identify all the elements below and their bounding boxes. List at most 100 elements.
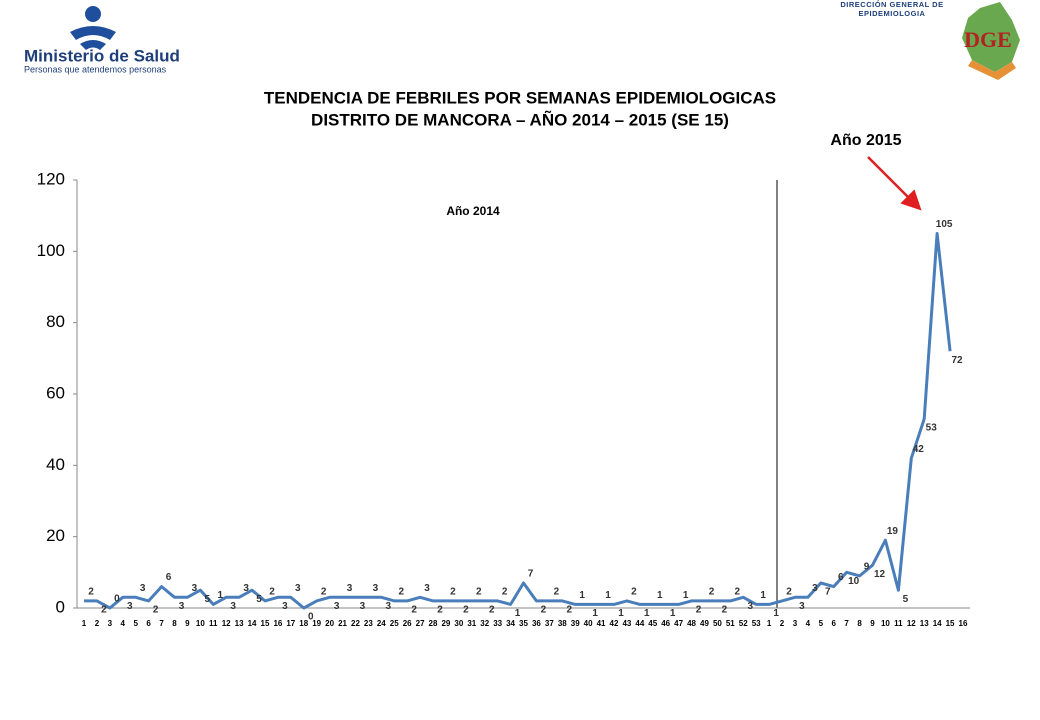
data-label: 2: [786, 587, 792, 598]
x-tick-label: 32: [480, 619, 489, 628]
data-label: 7: [528, 569, 534, 580]
x-tick-label: 3: [793, 619, 798, 628]
x-tick-label: 50: [713, 619, 722, 628]
data-label: 2: [502, 587, 508, 598]
data-label: 1: [683, 590, 689, 601]
data-label: 1: [515, 608, 521, 619]
data-label: 1: [773, 608, 779, 619]
data-label: 72: [952, 355, 964, 366]
data-label: 2: [722, 605, 728, 616]
chart-subtitle: DISTRITO DE MANCORA – AÑO 2014 – 2015 (S…: [311, 109, 729, 129]
data-label: 2: [437, 605, 443, 616]
x-tick-label: 24: [377, 619, 386, 628]
data-label: 1: [592, 608, 598, 619]
x-tick-label: 13: [920, 619, 929, 628]
x-tick-label: 45: [648, 619, 657, 628]
data-label: 2: [489, 605, 495, 616]
data-label: 3: [386, 601, 392, 612]
x-tick-label: 5: [133, 619, 138, 628]
x-tick-label: 40: [584, 619, 593, 628]
x-tick-label: 34: [506, 619, 515, 628]
data-label: 5: [903, 594, 909, 605]
x-tick-label: 49: [700, 619, 709, 628]
y-tick-label: 40: [46, 455, 65, 474]
y-tick-label: 80: [46, 312, 65, 331]
data-label: 1: [670, 608, 676, 619]
x-tick-label: 6: [146, 619, 151, 628]
data-label: 3: [360, 601, 366, 612]
x-tick-label: 19: [312, 619, 321, 628]
x-tick-label: 13: [235, 619, 244, 628]
x-tick-label: 11: [894, 619, 903, 628]
x-tick-label: 21: [338, 619, 347, 628]
annotation-arrow: [867, 156, 922, 211]
x-tick-label: 15: [261, 619, 270, 628]
data-label: 3: [243, 583, 249, 594]
x-tick-label: 7: [844, 619, 849, 628]
x-tick-label: 23: [364, 619, 373, 628]
data-label: 2: [153, 605, 159, 616]
data-label: 2: [101, 605, 107, 616]
x-tick-label: 1: [82, 619, 87, 628]
x-tick-label: 12: [222, 619, 231, 628]
y-tick-label: 60: [46, 383, 65, 402]
data-label: 2: [541, 605, 547, 616]
x-tick-label: 36: [532, 619, 541, 628]
x-tick-label: 43: [622, 619, 631, 628]
data-label: 3: [179, 601, 185, 612]
x-tick-label: 25: [390, 619, 399, 628]
x-tick-label: 8: [857, 619, 862, 628]
x-tick-label: 48: [687, 619, 696, 628]
x-tick-label: 6: [832, 619, 837, 628]
x-tick-label: 26: [403, 619, 412, 628]
data-label: 2: [269, 587, 275, 598]
data-label: 3: [140, 583, 146, 594]
x-tick-label: 16: [959, 619, 968, 628]
x-tick-label: 3: [108, 619, 113, 628]
data-label: 1: [605, 590, 611, 601]
data-label: 2: [463, 605, 469, 616]
dge-text: DIRECCIÓN GENERAL DE EPIDEMIOLOGIA: [840, 0, 944, 18]
x-tick-label: 15: [946, 619, 955, 628]
ministry-name: Ministerio de Salud: [24, 46, 180, 65]
x-tick-label: 20: [325, 619, 334, 628]
x-tick-label: 31: [467, 619, 476, 628]
x-tick-label: 1: [767, 619, 772, 628]
data-label: 2: [554, 587, 560, 598]
x-tick-label: 52: [739, 619, 748, 628]
y-tick-label: 0: [56, 597, 65, 616]
data-label: 3: [373, 583, 379, 594]
data-label: 2: [696, 605, 702, 616]
data-label: 5: [205, 594, 211, 605]
x-tick-label: 11: [209, 619, 218, 628]
x-tick-label: 28: [429, 619, 438, 628]
annotation-2015: Año 2015: [830, 132, 901, 149]
data-label: 1: [644, 608, 650, 619]
x-tick-label: 5: [819, 619, 824, 628]
x-tick-label: 51: [726, 619, 735, 628]
x-tick-label: 7: [159, 619, 164, 628]
data-label: 3: [127, 601, 133, 612]
data-label: 0: [114, 594, 120, 605]
x-tick-label: 47: [674, 619, 683, 628]
data-label: 2: [321, 587, 327, 598]
x-tick-label: 41: [597, 619, 606, 628]
x-tick-label: 44: [635, 619, 644, 628]
data-label: 2: [566, 605, 572, 616]
y-tick-label: 100: [37, 241, 65, 260]
data-label: 2: [398, 587, 404, 598]
x-tick-label: 18: [299, 619, 308, 628]
data-label: 3: [424, 583, 430, 594]
x-tick-label: 42: [610, 619, 619, 628]
data-label: 6: [838, 572, 844, 583]
data-line: [84, 232, 952, 610]
x-tick-label: 46: [661, 619, 670, 628]
x-tick-label: 29: [441, 619, 450, 628]
data-label: 3: [747, 601, 753, 612]
data-label: 7: [825, 587, 831, 598]
data-label: 2: [411, 605, 417, 616]
data-label: 1: [217, 590, 223, 601]
x-tick-label: 9: [185, 619, 190, 628]
x-tick-label: 9: [870, 619, 875, 628]
